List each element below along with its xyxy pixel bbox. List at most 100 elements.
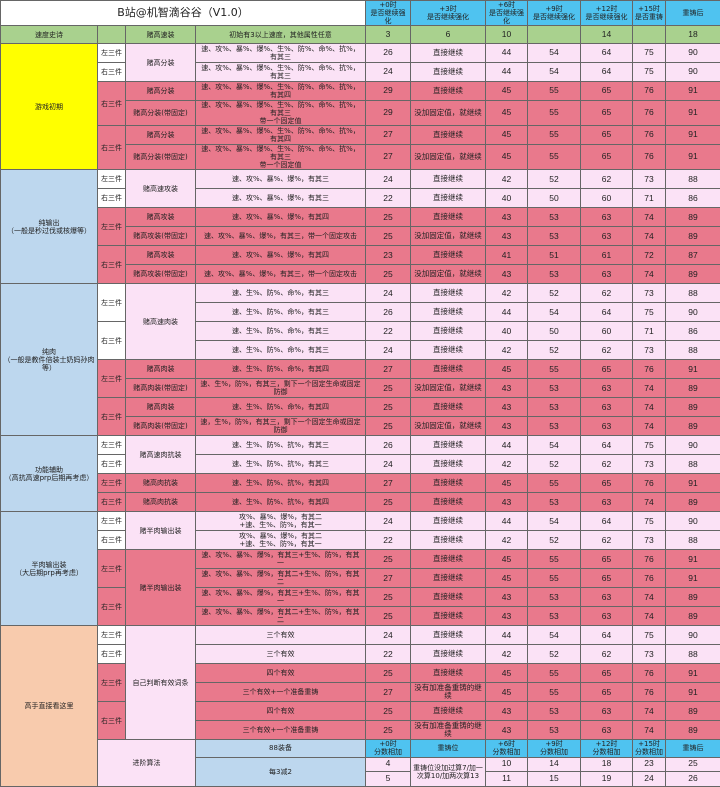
cell: 55 (528, 101, 581, 126)
cell: 51 (528, 246, 581, 265)
side: 右三件 (98, 63, 126, 82)
cell: 55 (528, 550, 581, 569)
condition: 速、攻%、暴%、爆%，有其三 (196, 189, 366, 208)
cell: 26 (366, 303, 411, 322)
title: B站@机智滴谷谷（V1.0） (1, 1, 366, 26)
cell: 45 (486, 569, 528, 588)
cell: 65 (581, 569, 633, 588)
set-name: 赌高速肉装 (126, 284, 196, 360)
column-header: 重铸位 (411, 740, 486, 757)
cell: 89 (666, 493, 720, 512)
condition: 速、攻%、暴%、爆%、生%、防%、命%、抗%，有其三 (196, 44, 366, 63)
side: 右三件 (98, 531, 126, 550)
cell: 50 (528, 189, 581, 208)
cell: 24 (366, 626, 411, 645)
action: 直接继续 (411, 569, 486, 588)
cell: 63 (581, 417, 633, 436)
cell: 4 (366, 757, 411, 772)
action: 直接继续 (411, 474, 486, 493)
cell: 53 (528, 265, 581, 284)
condition: 攻%、暴%、爆%，有其二 +速、生%、防%，有其一 (196, 531, 366, 550)
column-header: +6时 分数相加 (486, 740, 528, 757)
cell: 86 (666, 189, 720, 208)
cell: 88 (666, 531, 720, 550)
cell: 44 (486, 63, 528, 82)
cell: 43 (486, 417, 528, 436)
cell: 18 (581, 757, 633, 772)
set-name: 赌高速肉抗装 (126, 436, 196, 474)
set-name: 赌高分装 (126, 82, 196, 101)
condition: 速、攻%、暴%、爆%，有其二+生%、防%，有其二 (196, 607, 366, 626)
cell: 19 (581, 772, 633, 787)
cell: 23 (633, 757, 666, 772)
set-name: 赌高肉抗装 (126, 474, 196, 493)
action: 直接继续 (411, 588, 486, 607)
cell: 3 (366, 26, 411, 44)
cell: 89 (666, 721, 720, 740)
cell: 76 (633, 145, 666, 170)
cell: 91 (666, 82, 720, 101)
cell: 73 (633, 455, 666, 474)
cell: 45 (486, 82, 528, 101)
cell: 10 (486, 757, 528, 772)
set-name: 赌高攻装 (126, 208, 196, 227)
cell: 42 (486, 531, 528, 550)
cell: 43 (486, 721, 528, 740)
action: 没有加准备重铸的继续 (411, 721, 486, 740)
cell: 45 (486, 474, 528, 493)
cell: 91 (666, 101, 720, 126)
recast-note: 重铸位没加过算7/加一次算10/加两次算13 (411, 757, 486, 786)
cell: 76 (633, 82, 666, 101)
condition: 速、攻%、暴%、爆%、生%、防%、命%、抗%，有其三 带一个固定值 (196, 145, 366, 170)
column-header: +12时 是否继续强化 (581, 1, 633, 26)
side: 右三件 (98, 398, 126, 436)
cell: 91 (666, 474, 720, 493)
cell: 45 (486, 550, 528, 569)
column-header: +9时 是否继续强化 (528, 1, 581, 26)
table-row: B站@机智滴谷谷（V1.0）+0时 是否继续强化+3时 是否继续强化+6时 是否… (1, 1, 720, 26)
cell: 64 (581, 303, 633, 322)
column-header: +9时 分数相加 (528, 740, 581, 757)
cell: 88装备 (196, 740, 366, 757)
cell: 45 (486, 664, 528, 683)
cell: 54 (528, 512, 581, 531)
cell: 22 (366, 645, 411, 664)
condition: 速、攻%、暴%、爆%，有其三 (196, 170, 366, 189)
cell: 25 (366, 208, 411, 227)
action: 直接继续 (411, 303, 486, 322)
side: 左三件 (98, 474, 126, 493)
cell: 90 (666, 626, 720, 645)
cell: 55 (528, 474, 581, 493)
condition: 四个有效 (196, 702, 366, 721)
cell: 90 (666, 512, 720, 531)
cell: 62 (581, 455, 633, 474)
cell: 44 (486, 512, 528, 531)
cell: 90 (666, 63, 720, 82)
set-name: 赌高分装(带固定) (126, 145, 196, 170)
cell: 43 (486, 265, 528, 284)
set-name: 赌高肉装(带固定) (126, 417, 196, 436)
cell: 88 (666, 170, 720, 189)
condition: 三个有效+一个准备重铸 (196, 721, 366, 740)
action: 没加固定值，就继续 (411, 145, 486, 170)
cell: 53 (528, 721, 581, 740)
cell: 42 (486, 645, 528, 664)
cell: 44 (486, 44, 528, 63)
action: 直接继续 (411, 44, 486, 63)
cell: 86 (666, 322, 720, 341)
cell: 62 (581, 531, 633, 550)
condition: 速、攻%、暴%、爆%，有其三+生%、防%，有其一 (196, 588, 366, 607)
action: 直接继续 (411, 170, 486, 189)
side: 右三件 (98, 455, 126, 474)
side: 右三件 (98, 493, 126, 512)
condition: 攻%、暴%、爆%，有其二 +速、生%、防%，有其一 (196, 512, 366, 531)
cell: 27 (366, 474, 411, 493)
